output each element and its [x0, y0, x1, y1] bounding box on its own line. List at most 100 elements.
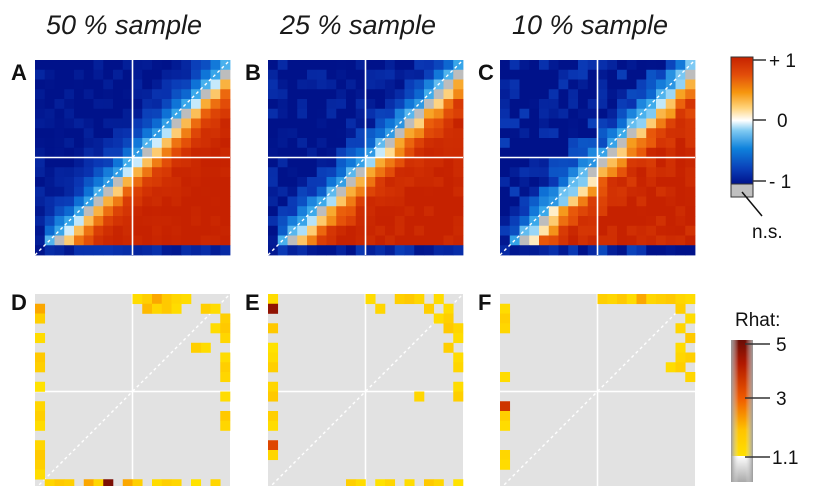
corr-cell: [181, 196, 192, 207]
corr-cell: [665, 167, 676, 178]
corr-cell: [519, 79, 530, 90]
corr-cell: [519, 138, 530, 149]
corr-cell: [529, 157, 540, 168]
corr-cell: [191, 196, 202, 207]
corr-cell: [548, 235, 559, 246]
corr-cell: [277, 69, 288, 80]
corr-cell: [132, 167, 143, 178]
rhat-cell: [500, 303, 511, 314]
corr-cell: [385, 196, 396, 207]
corr-cell: [453, 225, 464, 236]
corr-cell: [675, 60, 686, 71]
corr-cell: [181, 128, 192, 139]
corr-cell: [44, 69, 55, 80]
corr-cell: [171, 216, 182, 227]
corr-cell: [93, 99, 104, 110]
corr-cell: [44, 225, 55, 236]
corr-cell: [500, 206, 511, 217]
rhat-cell: [685, 352, 696, 363]
corr-cell: [433, 138, 444, 149]
corr-cell: [316, 177, 327, 188]
corr-cell: [287, 147, 298, 158]
corr-cell: [558, 79, 569, 90]
rhat-cell: [675, 352, 686, 363]
corr-cell: [365, 245, 376, 256]
corr-cell: [171, 128, 182, 139]
corr-cell: [404, 196, 415, 207]
corr-cell: [355, 60, 366, 71]
corr-cell: [568, 157, 579, 168]
corr-cell: [675, 157, 686, 168]
corr-cell: [519, 245, 530, 256]
panel-label-c: C: [478, 60, 494, 85]
rhat-cell: [191, 479, 202, 486]
corr-cell: [142, 177, 153, 188]
corr-cell: [519, 216, 530, 227]
corr-cell: [414, 167, 425, 178]
corr-cell: [568, 196, 579, 207]
corr-cell: [365, 225, 376, 236]
corr-cell: [355, 108, 366, 119]
corr-cell: [636, 147, 647, 158]
rhat-cell: [35, 420, 46, 431]
corr-cell: [597, 79, 608, 90]
corr-cell: [509, 79, 520, 90]
corr-cell: [414, 108, 425, 119]
corr-cell: [122, 99, 133, 110]
corr-cell: [326, 196, 337, 207]
corr-cell: [685, 108, 696, 119]
rhat-cell: [161, 303, 172, 314]
corr-cell: [74, 138, 85, 149]
corr-cell: [54, 79, 65, 90]
corr-cell: [646, 69, 657, 80]
corr-cell: [152, 99, 163, 110]
corr-cell: [44, 89, 55, 100]
corr-cell: [171, 225, 182, 236]
corr-cell: [210, 69, 221, 80]
corr-cell: [519, 235, 530, 246]
corr-cell: [346, 99, 357, 110]
corr-cell: [113, 128, 124, 139]
corr-cell: [44, 60, 55, 71]
corr-cell: [529, 186, 540, 197]
corr-cell: [414, 60, 425, 71]
corr-cell: [346, 69, 357, 80]
corr-cell: [355, 245, 366, 256]
rhat-cell: [433, 294, 444, 305]
corr-cell: [122, 69, 133, 80]
corr-cell: [171, 167, 182, 178]
corr-cell: [558, 118, 569, 129]
corr-cell: [385, 60, 396, 71]
corr-cell: [113, 225, 124, 236]
corr-cell: [529, 89, 540, 100]
corr-cell: [83, 108, 94, 119]
corr-cell: [404, 69, 415, 80]
corr-cell: [44, 108, 55, 119]
corr-cell: [597, 216, 608, 227]
corr-cell: [385, 69, 396, 80]
corr-cell: [200, 206, 211, 217]
corr-cell: [336, 245, 347, 256]
corr-cell: [519, 196, 530, 207]
corr-cell: [103, 245, 114, 256]
corr-cell: [83, 235, 94, 246]
corr-cell: [433, 89, 444, 100]
corr-cell: [191, 225, 202, 236]
rhat-cell: [443, 342, 454, 353]
corr-cell: [355, 89, 366, 100]
corr-cell: [191, 206, 202, 217]
corr-cell: [607, 225, 618, 236]
rhat-cell: [375, 303, 386, 314]
corr-cell: [316, 186, 327, 197]
ns-swatch: [730, 183, 754, 198]
corr-cell: [443, 79, 454, 90]
corr-cell: [685, 118, 696, 129]
corr-cell: [626, 138, 637, 149]
corr-cell: [181, 157, 192, 168]
corr-cell: [414, 138, 425, 149]
corr-cell: [220, 235, 231, 246]
corr-cell: [443, 89, 454, 100]
rhat-cell: [268, 411, 279, 422]
corr-cell: [355, 206, 366, 217]
corr-cell: [35, 89, 46, 100]
